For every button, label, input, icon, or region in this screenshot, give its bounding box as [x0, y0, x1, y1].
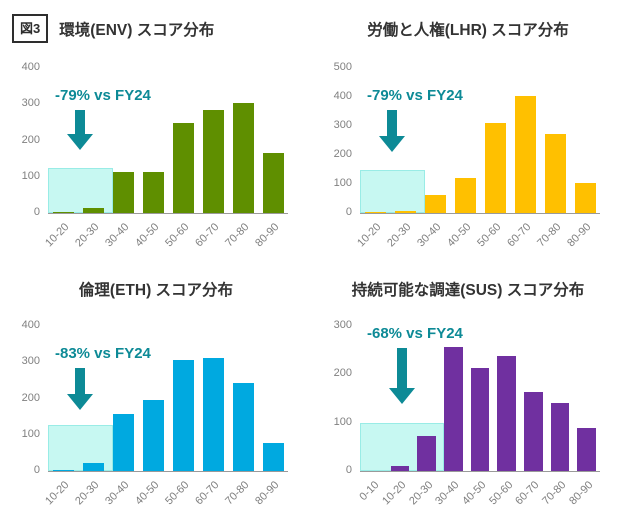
- y-tick-label-400: 400: [21, 319, 40, 331]
- bar-50-60: [172, 360, 194, 471]
- y-tick-label-400: 400: [21, 61, 40, 73]
- y-tick-label-400: 400: [333, 90, 352, 102]
- bar-30-40: [424, 194, 446, 213]
- bar-40-50: [142, 172, 164, 213]
- y-tick-label-0: 0: [33, 464, 40, 476]
- lhr-histogram: 0 100 200 300 400 500 10-20 20-30 30-40 40-50 50-6…: [312, 56, 624, 265]
- y-tick-label-200: 200: [333, 148, 352, 160]
- bar-40-50: [470, 367, 490, 471]
- y-tick-label-300: 300: [333, 119, 352, 131]
- eth-chart-cell: 倫理(ETH) スコア分布 0 100 200 300 400 10-20 20-30 30-…: [0, 265, 312, 527]
- bar-60-70: [524, 392, 543, 471]
- bar-60-70: [514, 95, 536, 213]
- bar-10-20: [390, 466, 410, 471]
- y-tick-label-100: 100: [21, 169, 40, 182]
- sus-plot-area: 0 100 200 300 0-10 10-20 20-30 30-40 40-50 50-60 6…: [334, 320, 600, 507]
- sus-annotation-delta-label: -68% vs FY24: [367, 325, 463, 342]
- env-plot-area: 0 100 200 300 400 10-20 20-30 30-40 40-50 50-60 60…: [22, 62, 288, 249]
- eth-plot-area: 0 100 200 300 400 10-20 20-30 30-40 40-50 50-60 60…: [22, 320, 288, 507]
- y-tick-label-300: 300: [333, 319, 352, 331]
- bar-30-40: [112, 414, 134, 471]
- y-tick-label-0: 0: [345, 464, 352, 476]
- lhr-plot-area: 0 100 200 300 400 500 10-20 20-30 30-40 40-50 50-6…: [334, 62, 600, 249]
- bar-40-50: [142, 400, 164, 471]
- lhr-highlight-region: [360, 169, 425, 213]
- sus-title-row: 持続可能な調達(SUS) スコア分布: [312, 275, 624, 302]
- eth-highlight-region: [48, 424, 113, 471]
- y-tick-label-300: 300: [21, 355, 40, 368]
- bar-70-80: [232, 383, 254, 471]
- chart-title-sus: 持続可能な調達(SUS) スコア分布: [351, 281, 585, 299]
- bar-50-60: [172, 123, 194, 213]
- bar-70-80: [550, 403, 570, 471]
- bar-80-90: [262, 442, 284, 471]
- y-tick-label-200: 200: [333, 367, 352, 380]
- env-histogram: 0 100 200 300 400 10-20 20-30 30-40 40-50 50-60 60…: [0, 56, 312, 265]
- sus-chart-cell: 持続可能な調達(SUS) スコア分布 0 100 200 300 0-10 10-20 20…: [312, 265, 624, 527]
- chart-title-env: 環境(ENV) スコア分布: [59, 21, 215, 39]
- bar-70-80: [232, 103, 254, 213]
- y-tick-label-200: 200: [21, 391, 40, 404]
- bar-20-30: [82, 208, 104, 213]
- bar-10-20: [52, 211, 74, 213]
- bar-30-40: [444, 347, 463, 471]
- bar-10-20: [364, 211, 386, 213]
- env-highlight-region: [48, 167, 113, 213]
- y-tick-label-100: 100: [21, 427, 40, 440]
- lhr-chart-cell: 労働と人権(LHR) スコア分布 0 100 200 300 400 500 10-20 20…: [312, 0, 624, 265]
- y-tick-label-300: 300: [21, 97, 40, 110]
- y-tick-label-0: 0: [33, 206, 40, 218]
- bar-40-50: [454, 178, 476, 213]
- bar-20-30: [82, 463, 104, 471]
- chart-title-lhr: 労働と人権(LHR) スコア分布: [367, 21, 569, 39]
- y-tick-label-100: 100: [333, 177, 352, 189]
- figure-badge: 図3: [12, 14, 49, 43]
- chart-title-eth: 倫理(ETH) スコア分布: [78, 281, 234, 299]
- bar-30-40: [112, 172, 134, 213]
- eth-histogram: 0 100 200 300 400 10-20 20-30 30-40 40-50 50-60 60…: [0, 314, 312, 524]
- env-down-arrow-icon: [67, 110, 94, 150]
- bar-60-70: [202, 110, 224, 213]
- sus-down-arrow-icon: [389, 348, 415, 404]
- bar-50-60: [497, 355, 516, 471]
- eth-title-row: 倫理(ETH) スコア分布: [0, 275, 312, 302]
- y-tick-label-100: 100: [333, 415, 352, 428]
- lhr-down-arrow-icon: [379, 110, 406, 152]
- lhr-title-row: 労働と人権(LHR) スコア分布: [312, 13, 624, 44]
- bar-80-90: [574, 183, 596, 213]
- bar-80-90: [577, 427, 596, 471]
- bar-60-70: [202, 357, 224, 471]
- lhr-annotation-delta-label: -79% vs FY24: [367, 87, 463, 104]
- env-chart-cell: 図3 環境(ENV) スコア分布 0 100 200 300 400 10-20 20-30…: [0, 0, 312, 265]
- bar-50-60: [484, 123, 506, 213]
- bar-70-80: [544, 134, 566, 213]
- env-title-row: 図3 環境(ENV) スコア分布: [0, 13, 312, 44]
- sus-histogram: 0 100 200 300 0-10 10-20 20-30 30-40 40-50 50-60 6…: [312, 314, 624, 524]
- bar-20-30: [394, 210, 416, 213]
- eth-down-arrow-icon: [67, 368, 94, 410]
- bar-10-20: [52, 469, 74, 471]
- y-tick-label-0: 0: [345, 206, 352, 218]
- y-tick-label-200: 200: [21, 133, 40, 146]
- bar-20-30: [417, 435, 436, 471]
- y-tick-label-500: 500: [333, 61, 352, 73]
- bar-80-90: [262, 153, 284, 213]
- env-annotation-delta-label: -79% vs FY24: [55, 87, 151, 104]
- eth-annotation-delta-label: -83% vs FY24: [55, 345, 151, 362]
